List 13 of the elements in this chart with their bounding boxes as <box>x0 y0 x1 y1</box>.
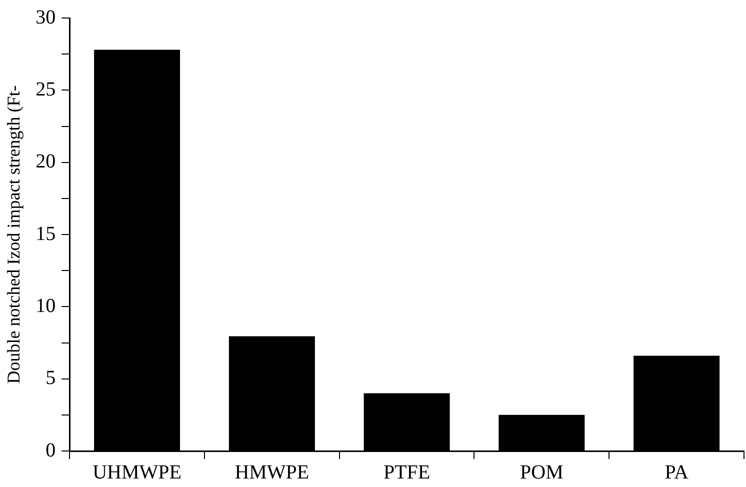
y-tick-label: 5 <box>46 367 56 390</box>
x-tick-label: UHMWPE <box>92 461 182 484</box>
y-tick-label: 0 <box>46 439 56 462</box>
y-tick-label: 10 <box>36 294 56 317</box>
y-tick-label: 15 <box>36 222 56 245</box>
y-axis-title: Double notched Izod impact strength (Ft- <box>4 85 24 384</box>
x-tick-label: POM <box>520 461 564 484</box>
x-tick-label: HMWPE <box>234 461 310 484</box>
y-tick-label: 20 <box>36 150 56 173</box>
x-tick-label: PA <box>664 461 689 484</box>
x-tick-label: PTFE <box>383 461 430 484</box>
y-tick-label: 30 <box>36 6 56 28</box>
y-tick-label: 25 <box>36 78 56 100</box>
